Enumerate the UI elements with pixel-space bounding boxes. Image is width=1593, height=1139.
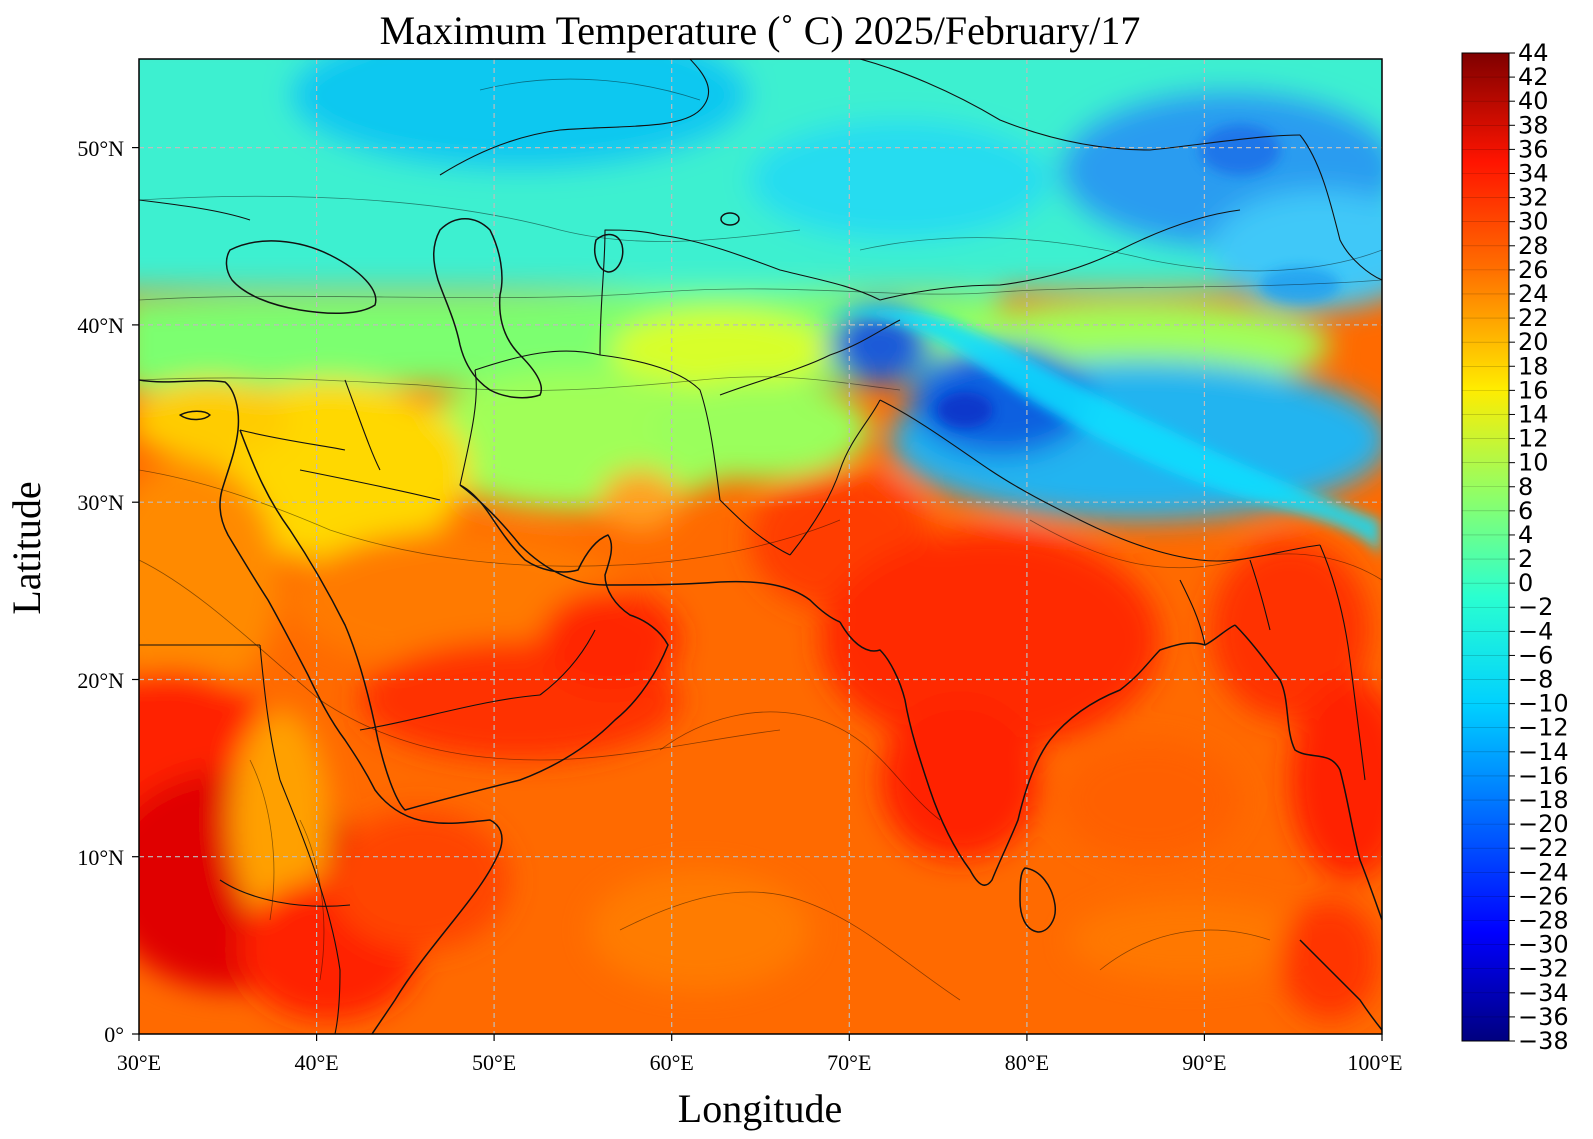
colorbar-tick-label: −38: [1518, 1027, 1569, 1055]
lake-issyk-kul: [720, 212, 740, 226]
colorbar-tick-label: 14: [1518, 400, 1549, 428]
colorbar-gradient: [1461, 52, 1510, 1042]
lon-tick-label: 70°E: [827, 1050, 871, 1075]
colorbar-tick-label: 22: [1518, 304, 1549, 332]
colorbar-tick-label: 40: [1518, 87, 1549, 115]
colorbar-ticks: 4442403836343230282624222018161412108642…: [1462, 39, 1569, 1055]
colorbar-tick-label: 2: [1518, 545, 1533, 573]
colorbar-tick-label: −32: [1518, 955, 1569, 983]
coastline-black-sea: [225, 240, 377, 315]
colorbar-tick-label: 12: [1518, 425, 1549, 453]
lat-tick-label: 0°: [104, 1022, 124, 1047]
map-frame: [138, 58, 1383, 1035]
colorbar-tick-label: −4: [1518, 617, 1553, 645]
colorbar-tick-label: −8: [1518, 666, 1553, 694]
colorbar-tick-label: 16: [1518, 376, 1549, 404]
colorbar-tick-label: −30: [1518, 931, 1569, 959]
colorbar-tick-label: 10: [1518, 449, 1549, 477]
colorbar-tick-label: −24: [1518, 858, 1569, 886]
y-axis-title: Latitude: [4, 481, 49, 614]
colorbar-tick-label: −22: [1518, 834, 1569, 862]
colorbar-tick-label: 28: [1518, 232, 1549, 260]
coastline-africa-arabia: [139, 379, 503, 1034]
latitude-tick-labels: 0° 10°N 20°N 30°N 40°N 50°N: [77, 136, 124, 1047]
coastline-sri-lanka: [1019, 867, 1057, 933]
longitude-tick-labels: 30°E 40°E 50°E 60°E 70°E 80°E 90°E 100°E: [117, 1050, 1403, 1075]
colorbar-tick-label: −18: [1518, 786, 1569, 814]
lon-tick-label: 60°E: [650, 1050, 694, 1075]
colorbar-tick-label: −2: [1518, 593, 1553, 621]
lon-tick-label: 100°E: [1347, 1050, 1402, 1075]
x-axis-title: Longitude: [678, 1086, 842, 1131]
colorbar-tick-label: 36: [1518, 135, 1549, 163]
coastline-india: [839, 621, 1236, 886]
colorbar-tick-label: −10: [1518, 690, 1569, 718]
colorbar-tick-label: 24: [1518, 280, 1549, 308]
coastline-caspian: [433, 218, 542, 399]
colorbar-tick-label: −6: [1518, 641, 1553, 669]
colorbar-tick-label: 38: [1518, 111, 1549, 139]
lat-tick-label: 30°N: [77, 490, 124, 515]
colorbar-tick-label: −14: [1518, 738, 1569, 766]
lat-tick-label: 10°N: [77, 845, 124, 870]
colorbar-tick-label: 32: [1518, 184, 1549, 212]
coastline-iran-pakistan: [459, 484, 841, 623]
colorbar-tick-label: 30: [1518, 208, 1549, 236]
coastline-aral-sea: [594, 233, 624, 273]
country-borders: [139, 59, 1382, 1034]
map-title: Maximum Temperature (˚ C) 2025/February/…: [380, 8, 1141, 53]
colorbar-tick-label: 20: [1518, 328, 1549, 356]
colorbar-tick-label: −20: [1518, 810, 1569, 838]
colorbar-tick-label: −34: [1518, 979, 1569, 1007]
coastline-malay-peninsula: [1299, 939, 1382, 1031]
lon-tick-label: 30°E: [117, 1050, 161, 1075]
lon-tick-label: 50°E: [472, 1050, 516, 1075]
coastline-myanmar: [1234, 624, 1382, 921]
lat-tick-label: 40°N: [77, 313, 124, 338]
lon-tick-label: 90°E: [1182, 1050, 1226, 1075]
colorbar-tick-label: 0: [1518, 569, 1533, 597]
lon-tick-label: 80°E: [1005, 1050, 1049, 1075]
colorbar-tick-label: −12: [1518, 714, 1569, 742]
axis-tick-marks: [132, 147, 1383, 1041]
colorbar-tick-label: 8: [1518, 473, 1533, 501]
coastline-arabian-peninsula: [239, 429, 669, 811]
colorbar: 4442403836343230282624222018161412108642…: [1461, 39, 1569, 1055]
coastlines: [139, 212, 1382, 1034]
colorbar-tick-label: 6: [1518, 497, 1533, 525]
colorbar-tick-label: −28: [1518, 907, 1569, 935]
temperature-field: [139, 59, 1382, 1020]
colorbar-tick-label: 44: [1518, 39, 1549, 67]
coastline-cyprus: [179, 410, 211, 421]
colorbar-tick-label: −26: [1518, 882, 1569, 910]
colorbar-tick-label: 4: [1518, 521, 1533, 549]
lat-tick-label: 50°N: [77, 136, 124, 161]
colorbar-tick-label: 34: [1518, 159, 1549, 187]
map-panel: [139, 59, 1382, 1034]
colorbar-tick-label: 42: [1518, 63, 1549, 91]
colorbar-tick-label: −36: [1518, 1003, 1569, 1031]
colorbar-tick-label: 26: [1518, 256, 1549, 284]
colorbar-tick-label: 18: [1518, 352, 1549, 380]
colorbar-tick-label: −16: [1518, 762, 1569, 790]
lon-tick-label: 40°E: [294, 1050, 338, 1075]
isotherm-contours: [139, 78, 1382, 1001]
lat-tick-label: 20°N: [77, 668, 124, 693]
